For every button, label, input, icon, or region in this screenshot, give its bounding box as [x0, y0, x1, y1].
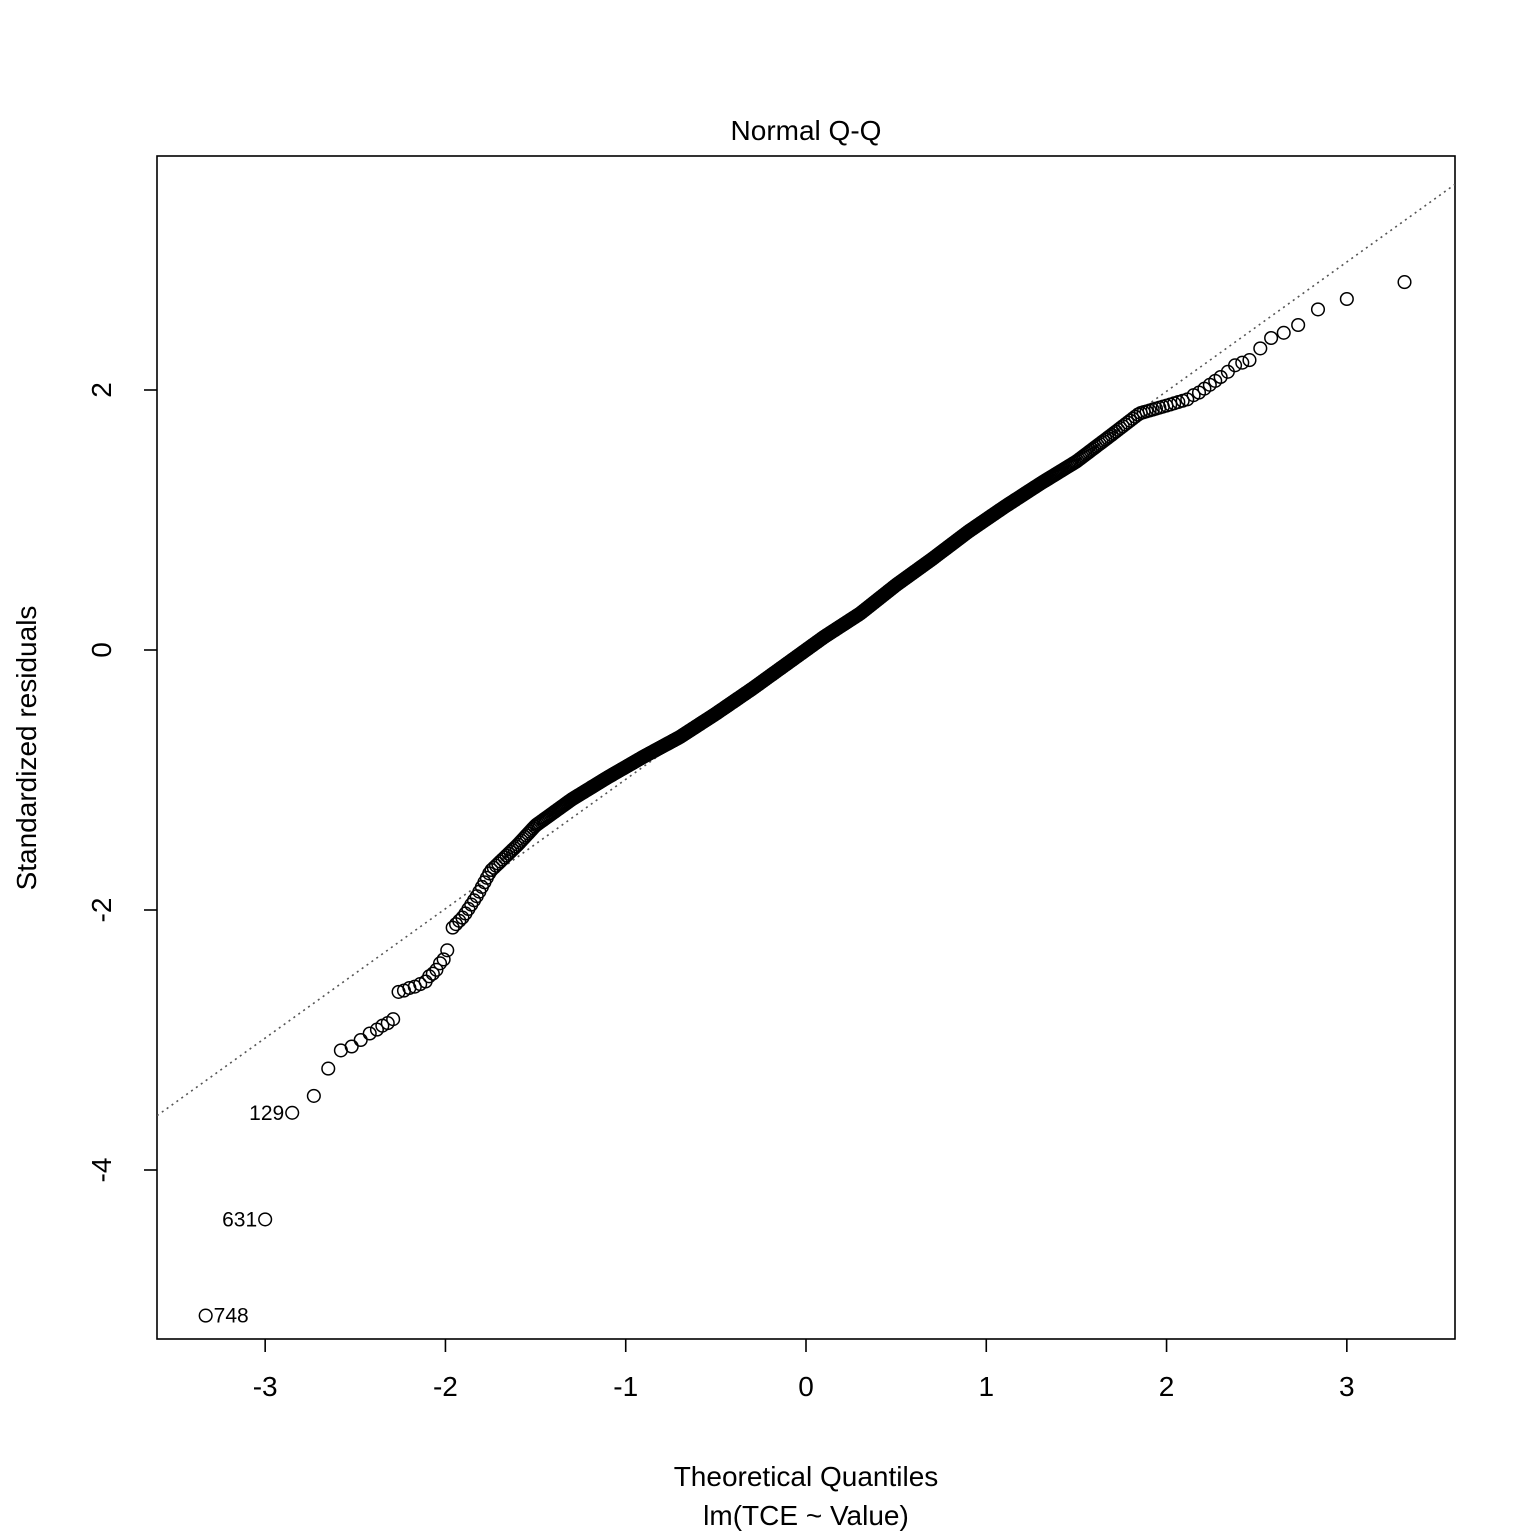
- y-tick-label: -4: [86, 1158, 117, 1183]
- data-point: [432, 956, 448, 971]
- y-axis-label: Standardized residuals: [11, 606, 42, 891]
- data-point: [1213, 369, 1228, 385]
- plot-layer: -3 -2 -1 0 1 2 3 -4 -2 0 2 748 631 129: [86, 155, 1456, 1402]
- x-tick-label: 3: [1339, 1371, 1355, 1402]
- y-tick-label: 2: [86, 382, 117, 398]
- x-axis-label: Theoretical Quantiles: [674, 1461, 939, 1492]
- data-point: [1242, 353, 1257, 368]
- data-point: [1253, 341, 1268, 356]
- x-tick-label: -3: [253, 1371, 278, 1402]
- outlier-point: [285, 1105, 300, 1120]
- data-point: [362, 1026, 377, 1041]
- data-point: [1397, 275, 1412, 290]
- data-point: [1291, 317, 1306, 333]
- x-tick-label: 0: [798, 1371, 814, 1402]
- x-tick-label: 2: [1159, 1371, 1175, 1402]
- outlier-point: [198, 1308, 213, 1323]
- x-tick-label: 1: [978, 1371, 994, 1402]
- outlier-label: 129: [249, 1102, 284, 1125]
- data-point: [386, 1012, 401, 1027]
- data-point: [344, 1039, 359, 1054]
- outlier-label: 631: [222, 1208, 257, 1231]
- chart-title: Normal Q-Q: [731, 115, 882, 146]
- x-axis-sublabel: lm(TCE ~ Value): [703, 1500, 909, 1531]
- x-tick-label: -1: [613, 1371, 638, 1402]
- data-point: [1339, 291, 1354, 307]
- plot-frame: [156, 155, 1456, 1340]
- data-point: [1310, 302, 1326, 317]
- y-tick-label: 0: [86, 642, 117, 658]
- data-point: [425, 966, 440, 981]
- data-point: [321, 1061, 336, 1076]
- outlier-label: 748: [214, 1305, 249, 1328]
- data-point: [306, 1088, 321, 1103]
- x-tick-label: -2: [433, 1371, 458, 1402]
- outlier-point: [258, 1212, 273, 1227]
- data-point: [1113, 421, 1128, 436]
- data-point: [1264, 330, 1279, 346]
- data-point: [353, 1032, 368, 1048]
- data-point: [436, 952, 451, 967]
- data-point: [1235, 355, 1250, 370]
- data-point: [440, 943, 455, 958]
- data-point: [1276, 325, 1291, 340]
- y-tick-label: -2: [86, 898, 117, 923]
- data-point: [1228, 358, 1243, 373]
